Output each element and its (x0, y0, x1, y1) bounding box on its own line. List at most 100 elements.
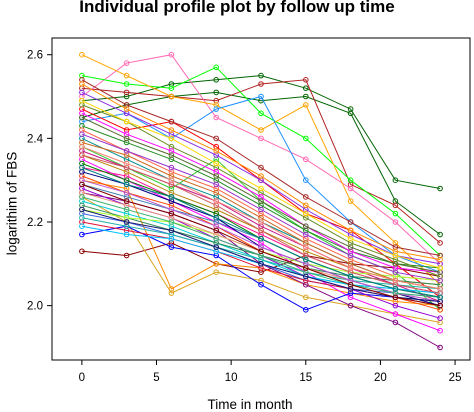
data-point (258, 127, 264, 133)
data-point (303, 273, 309, 280)
data-point (168, 244, 175, 250)
data-point (123, 89, 130, 96)
data-point (168, 194, 175, 200)
data-point (392, 252, 399, 259)
plot-frame (51, 37, 471, 361)
data-point (79, 143, 85, 150)
data-point (168, 219, 175, 225)
data-point (123, 93, 130, 100)
data-point (347, 252, 354, 259)
series-line (81, 183, 441, 307)
data-point (79, 97, 85, 104)
series-line (81, 179, 441, 302)
data-point (392, 286, 399, 292)
data-point (79, 206, 85, 213)
series-line (81, 129, 441, 281)
data-point (392, 210, 399, 217)
data-point (123, 231, 130, 238)
data-point (347, 244, 354, 250)
data-point (303, 231, 309, 238)
data-point (303, 102, 309, 108)
data-point (213, 235, 219, 242)
data-point (213, 269, 219, 276)
series-42 (79, 114, 443, 276)
data-point (347, 110, 354, 117)
series-39 (79, 131, 443, 284)
data-point (303, 244, 309, 250)
series-line (81, 112, 441, 273)
data-point (303, 265, 309, 271)
data-point (347, 281, 354, 288)
data-point (303, 202, 309, 209)
data-point (213, 198, 219, 204)
data-point (437, 265, 443, 271)
data-point (168, 51, 175, 58)
data-point (347, 177, 354, 183)
series-line (81, 158, 441, 332)
data-point (392, 311, 399, 317)
y-tick-label: 2.4 (27, 133, 44, 145)
data-point (213, 189, 219, 196)
data-point (437, 185, 443, 192)
data-point (392, 202, 399, 209)
series-line (81, 196, 441, 298)
series-49 (79, 181, 443, 309)
series-line (81, 75, 441, 189)
series-line (81, 125, 441, 269)
data-point (258, 235, 264, 242)
y-tick-label: 2.2 (27, 217, 43, 229)
data-point (168, 177, 175, 183)
data-point (213, 215, 219, 221)
data-point (258, 281, 264, 288)
data-point (168, 227, 175, 234)
data-point (258, 206, 264, 213)
x-tick-label: 20 (374, 372, 387, 384)
data-point (437, 302, 443, 309)
data-point (123, 118, 130, 125)
data-point (79, 181, 85, 188)
data-point (258, 219, 264, 225)
data-point (213, 135, 219, 142)
data-point (258, 135, 264, 142)
data-point (123, 148, 130, 154)
data-point (303, 135, 309, 142)
data-point (347, 227, 354, 234)
data-point (168, 135, 175, 142)
data-point (392, 177, 399, 183)
data-point (392, 219, 399, 225)
data-point (347, 219, 354, 225)
data-point (258, 227, 264, 234)
x-tick-label: 25 (449, 372, 462, 384)
data-point (303, 223, 309, 229)
data-point (437, 294, 443, 301)
data-point (347, 198, 354, 204)
data-point (258, 248, 264, 255)
data-point (258, 72, 264, 79)
x-tick-label: 15 (299, 372, 312, 384)
series-line (81, 154, 441, 294)
data-point (392, 269, 399, 276)
y-tick-label: 2.6 (27, 50, 43, 62)
data-point (303, 307, 309, 313)
data-point (168, 164, 175, 171)
data-point (392, 261, 399, 267)
data-point (258, 261, 264, 267)
data-point (258, 110, 264, 117)
data-point (168, 93, 175, 100)
data-point (258, 81, 264, 87)
data-point (213, 160, 219, 167)
data-point (303, 93, 309, 100)
data-point (168, 210, 175, 217)
series-line (81, 133, 441, 281)
data-point (213, 181, 219, 188)
data-point (392, 277, 399, 284)
data-point (303, 177, 309, 183)
data-point (168, 290, 175, 296)
data-point (79, 81, 85, 87)
series-line (81, 91, 441, 235)
data-point (123, 72, 130, 79)
data-point (168, 118, 175, 125)
series-48 (79, 164, 443, 301)
data-point (79, 152, 85, 158)
